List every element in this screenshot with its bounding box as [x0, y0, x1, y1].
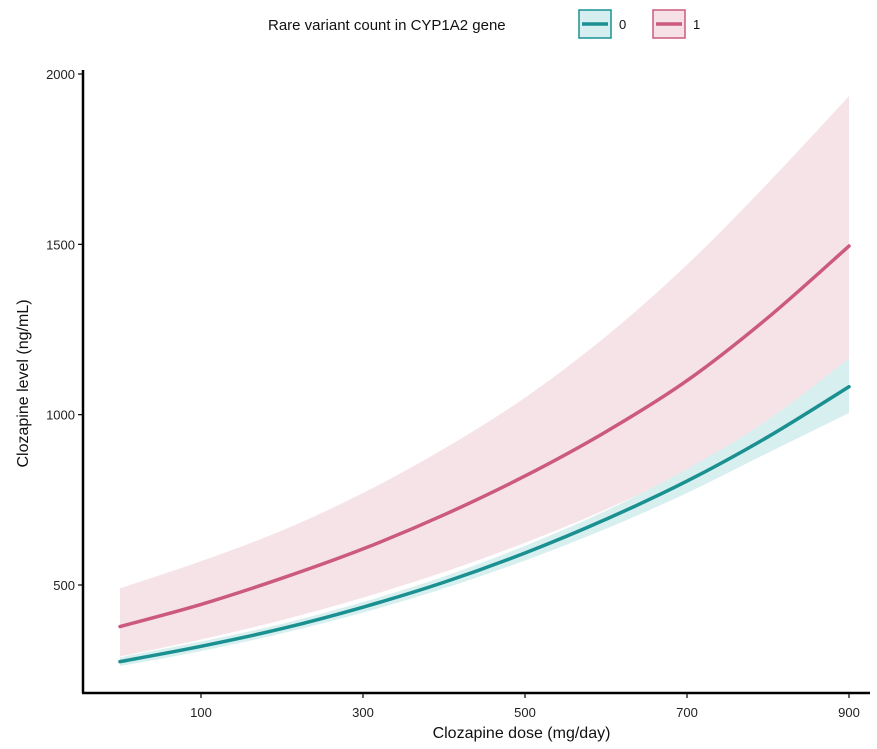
confidence-bands [120, 96, 849, 667]
x-tick-label: 500 [514, 705, 536, 720]
series-lines [118, 244, 851, 664]
x-tick-label: 300 [352, 705, 374, 720]
legend-label-1: 1 [693, 17, 700, 32]
confidence-band-1 [120, 96, 849, 657]
x-tick-label: 700 [676, 705, 698, 720]
series-line-0 [118, 384, 851, 664]
series-line-1 [118, 244, 851, 629]
legend-label-0: 0 [619, 17, 626, 32]
axes [81, 70, 870, 695]
x-axis-title: Clozapine dose (mg/day) [433, 725, 611, 742]
y-tick-label: 1500 [46, 237, 75, 252]
y-tick-label: 500 [53, 578, 75, 593]
tick-marks: 100 300 500 700 900 500 1000 1500 2000 [46, 67, 860, 720]
y-tick-label: 2000 [46, 67, 75, 82]
x-tick-label: 900 [838, 705, 860, 720]
legend: Rare variant count in CYP1A2 gene 0 1 [268, 9, 700, 39]
legend-title: Rare variant count in CYP1A2 gene [268, 17, 506, 34]
y-axis-title: Clozapine level (ng/mL) [15, 299, 32, 467]
x-tick-label: 100 [190, 705, 212, 720]
y-tick-label: 1000 [46, 408, 75, 423]
